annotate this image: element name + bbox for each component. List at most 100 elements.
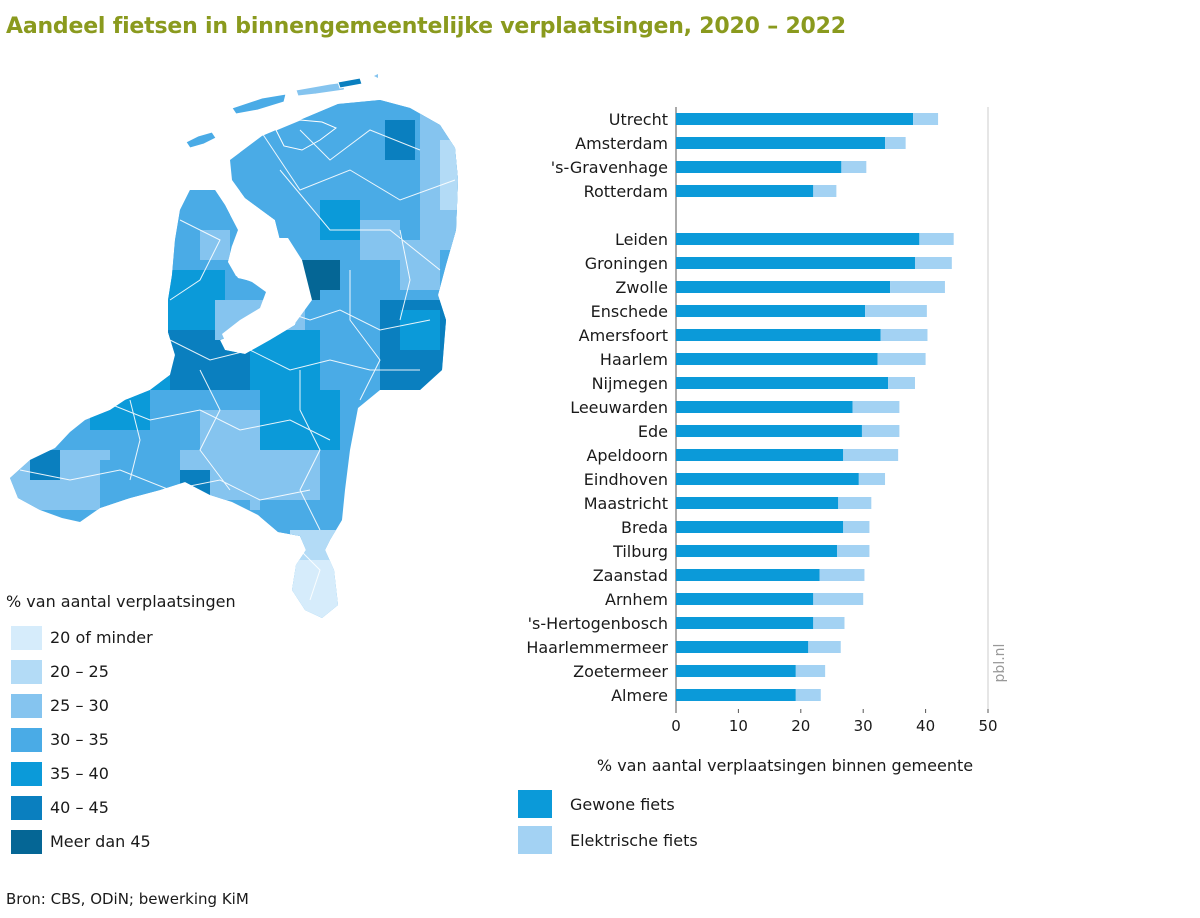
bar-legend-item: Gewone fiets: [518, 790, 818, 818]
bar-segment: [676, 137, 886, 149]
category-label: Eindhoven: [584, 470, 668, 489]
bar-segment: [795, 665, 826, 677]
bar-segment: [676, 329, 881, 341]
bar-segment: [676, 545, 837, 557]
category-label: Groningen: [585, 254, 668, 273]
bar-segment: [676, 377, 889, 389]
x-tick-label: 40: [916, 717, 935, 735]
bar-legend-swatch: [518, 826, 552, 854]
bar-segment: [676, 401, 853, 413]
category-label: Almere: [611, 686, 668, 705]
watermark: pbl.nl: [992, 644, 1008, 683]
category-label: Amsterdam: [575, 134, 668, 153]
bar-segment: [676, 521, 844, 533]
x-tick-label: 0: [671, 717, 681, 735]
bar-segment: [813, 593, 864, 605]
map-legend-swatch: [11, 728, 42, 752]
bar-segment: [888, 377, 915, 389]
category-label: Utrecht: [609, 110, 668, 129]
bar-segment: [838, 497, 872, 509]
bar-segment: [843, 449, 899, 461]
category-label: Haarlemmermeer: [526, 638, 668, 657]
bar-segment: [676, 473, 859, 485]
map-legend-swatch: [11, 626, 42, 650]
bar-segment: [676, 233, 920, 245]
map-legend-label: 20 – 25: [50, 662, 109, 681]
bar-segment: [808, 641, 841, 653]
bar-segment: [676, 185, 814, 197]
bar-segment: [676, 305, 866, 317]
bar-segment: [858, 473, 886, 485]
bar-segment: [813, 185, 837, 197]
bar-legend: Gewone fiets Elektrische fiets: [518, 790, 818, 870]
category-label: Ede: [638, 422, 668, 441]
category-label: Haarlem: [600, 350, 668, 369]
bar-legend-label: Elektrische fiets: [570, 831, 698, 850]
bar-segment: [865, 305, 927, 317]
bar-segment: [913, 113, 939, 125]
map-legend-item: Meer dan 45: [6, 830, 306, 856]
category-label: Zaanstad: [593, 566, 668, 585]
bar-segment: [676, 449, 844, 461]
category-label: Zoetermeer: [573, 662, 668, 681]
category-label: Rotterdam: [584, 182, 668, 201]
map-legend-label: 40 – 45: [50, 798, 109, 817]
map-legend-label: 35 – 40: [50, 764, 109, 783]
bar-segment: [676, 569, 820, 581]
bar-segment: [676, 689, 796, 701]
bar-segment: [890, 281, 945, 293]
category-label: Tilburg: [612, 542, 668, 561]
bar-segment: [880, 329, 928, 341]
map-islands: [185, 74, 378, 149]
map-legend-swatch: [11, 830, 42, 854]
category-label: Nijmegen: [592, 374, 668, 393]
bar-segment: [795, 689, 821, 701]
category-label: Leeuwarden: [570, 398, 668, 417]
municipality-borders: [19, 129, 456, 601]
category-label: Apeldoorn: [586, 446, 668, 465]
bar-segment: [819, 569, 865, 581]
x-tick-label: 20: [791, 717, 810, 735]
category-label: 's-Hertogenbosch: [528, 614, 668, 633]
bar-segment: [843, 521, 870, 533]
category-label: Maastricht: [584, 494, 668, 513]
bar-segment: [841, 161, 867, 173]
map-legend-title: % van aantal verplaatsingen: [6, 592, 236, 611]
category-label: Breda: [621, 518, 668, 537]
map-legend-swatch: [11, 694, 42, 718]
map-legend-swatch: [11, 762, 42, 786]
bar-segment: [676, 161, 842, 173]
bar-segment: [877, 353, 926, 365]
category-label: Enschede: [591, 302, 668, 321]
category-label: Zwolle: [615, 278, 668, 297]
bar-segment: [676, 353, 878, 365]
bar-legend-label: Gewone fiets: [570, 795, 675, 814]
bar-segment: [914, 257, 952, 269]
bar-segment: [676, 425, 862, 437]
bar-segment: [676, 281, 891, 293]
bar-chart: Utrecht Amsterdam 's-Gravenhage Rotterdam Le…: [526, 107, 1008, 775]
bar-legend-swatch: [518, 790, 552, 818]
category-label: Leiden: [615, 230, 668, 249]
map-legend-item: 20 of minder: [6, 626, 306, 652]
map-legend-swatch: [11, 660, 42, 684]
bar-segment: [852, 401, 900, 413]
map-legend-label: 25 – 30: [50, 696, 109, 715]
bar-segment: [919, 233, 954, 245]
map-legend-swatch: [11, 796, 42, 820]
x-tick-label: 10: [729, 717, 748, 735]
map-waters: [222, 119, 337, 352]
x-tick-label: 50: [978, 717, 997, 735]
category-label: Arnhem: [605, 590, 668, 609]
map-legend-item: 25 – 30: [6, 694, 306, 720]
bar-segment: [676, 641, 809, 653]
x-tick-label: 30: [854, 717, 873, 735]
bar-segment: [676, 617, 814, 629]
source-note: Bron: CBS, ODiN; bewerking KiM: [6, 890, 249, 908]
map-legend-item: 35 – 40: [6, 762, 306, 788]
bar-segment: [676, 593, 814, 605]
map-legend-item: 20 – 25: [6, 660, 306, 686]
map-legend-label: Meer dan 45: [50, 832, 151, 851]
bar-segment: [676, 497, 839, 509]
map-legend-label: 20 of minder: [50, 628, 153, 647]
